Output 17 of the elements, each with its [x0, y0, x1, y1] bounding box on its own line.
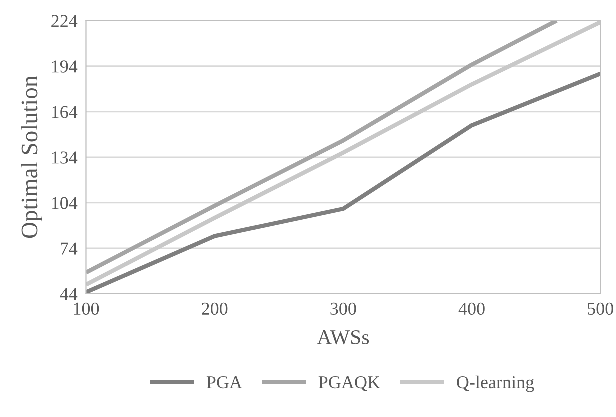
y-tick-label: 74 — [61, 242, 78, 255]
y-tick-label: 164 — [52, 106, 78, 118]
y-tick-label: 194 — [52, 60, 78, 73]
x-tick-label: 100 — [74, 302, 100, 316]
y-tick-label: 224 — [52, 15, 78, 28]
y-tick-label: 104 — [52, 197, 78, 210]
x-tick-label: 200 — [202, 302, 228, 316]
y-tick-label: 44 — [60, 288, 78, 300]
x-tick-label: 400 — [458, 302, 485, 316]
legend-label: Q-learning — [457, 376, 534, 392]
x-tick-label: 300 — [330, 302, 356, 316]
legend-label: PGAQK — [318, 376, 380, 392]
x-tick-label: 500 — [588, 302, 614, 316]
x-axis-title: AWSs — [317, 330, 370, 345]
legend-label: PGA — [206, 376, 242, 389]
y-tick-label: 134 — [52, 152, 78, 164]
y-axis-title: Optimal Solution — [21, 76, 42, 238]
